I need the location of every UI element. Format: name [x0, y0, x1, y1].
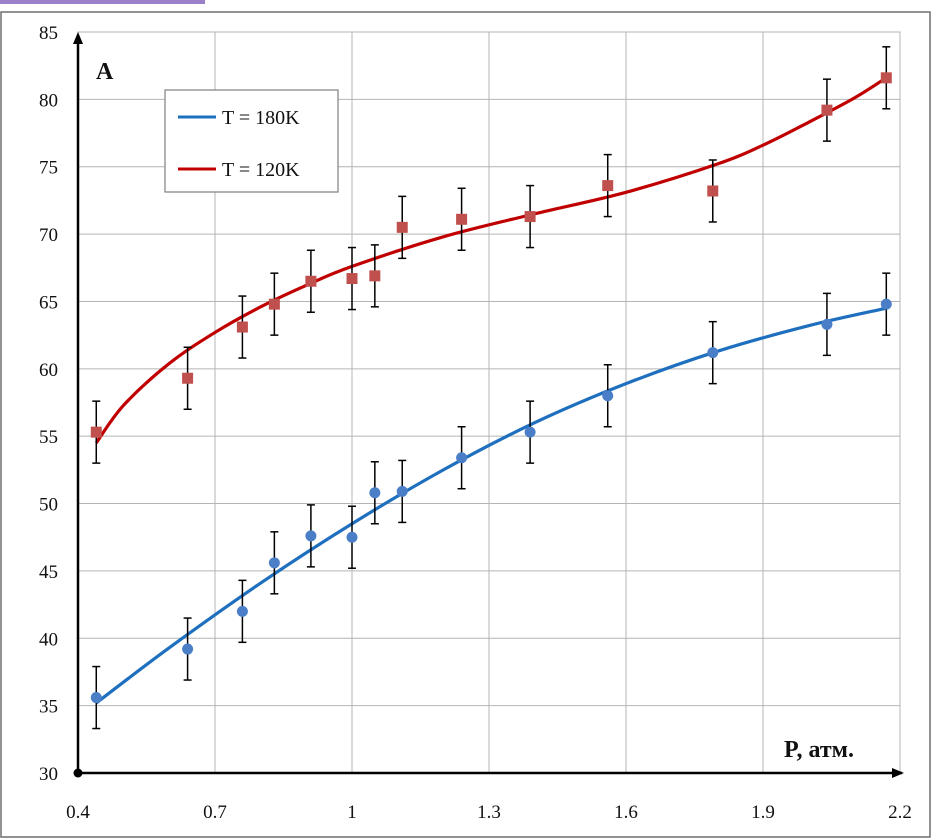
y-axis-title: A [96, 59, 114, 85]
x-tick-label-1: 0.7 [203, 802, 227, 823]
data-point-1-4 [305, 275, 317, 287]
x-tick-label-3: 1.3 [477, 802, 501, 823]
data-point-0-13 [880, 298, 892, 310]
y-tick-label-3: 45 [39, 562, 58, 583]
fit-curve-series-1 [94, 76, 888, 444]
y-axis-arrow [73, 32, 83, 44]
data-point-0-10 [602, 390, 614, 402]
data-point-0-9 [524, 426, 536, 438]
data-point-0-5 [346, 531, 358, 543]
data-point-1-1 [182, 372, 194, 384]
series-layer [90, 46, 892, 730]
data-point-0-0 [90, 692, 102, 704]
legend: T = 180K T = 120K [164, 89, 339, 193]
y-tick-label-2: 40 [39, 629, 58, 650]
axis-origin-dot [73, 768, 83, 778]
x-tick-label-4: 1.6 [614, 802, 638, 823]
series-1 [90, 46, 892, 464]
y-tick-label-11: 85 [39, 23, 58, 44]
data-point-0-3 [268, 557, 280, 569]
y-tick-label-8: 70 [39, 225, 58, 246]
top-accent-bar [0, 0, 205, 4]
legend-label-120k: T = 120K [222, 159, 300, 181]
data-point-1-2 [236, 321, 248, 333]
x-axis-title: P, атм. [784, 737, 854, 763]
x-tick-label-5: 1.9 [751, 802, 775, 823]
data-point-0-7 [396, 485, 408, 497]
data-point-1-10 [602, 180, 614, 192]
data-point-1-11 [707, 185, 719, 197]
data-point-1-12 [821, 104, 833, 116]
data-point-0-11 [707, 347, 719, 359]
legend-label-180k: T = 180K [222, 107, 300, 129]
data-point-1-9 [524, 211, 536, 223]
y-tick-label-9: 75 [39, 158, 58, 179]
x-tick-label-6: 2.2 [888, 802, 912, 823]
series-0 [90, 272, 892, 730]
data-point-1-0 [90, 426, 102, 438]
data-point-1-7 [396, 221, 408, 233]
y-tick-label-6: 60 [39, 360, 58, 381]
fit-curve-series-0 [95, 306, 887, 705]
data-point-1-5 [346, 273, 358, 285]
y-tick-labels: 30 35 40 45 50 55 60 65 70 75 80 85 [39, 23, 58, 785]
y-tick-label-7: 65 [39, 292, 58, 313]
y-tick-label-1: 35 [39, 697, 58, 718]
y-tick-label-5: 55 [39, 427, 58, 448]
x-tick-label-0: 0.4 [66, 802, 90, 823]
legend-box [164, 89, 339, 193]
data-point-0-1 [182, 643, 194, 655]
y-tick-label-10: 80 [39, 90, 58, 111]
data-point-0-2 [236, 605, 248, 617]
data-point-0-6 [369, 487, 381, 499]
data-point-1-13 [880, 72, 892, 84]
y-tick-label-0: 30 [39, 764, 58, 785]
data-point-0-4 [305, 530, 317, 542]
axes [73, 32, 904, 778]
data-point-1-6 [369, 270, 381, 282]
data-point-0-8 [456, 452, 468, 464]
x-tick-label-2: 1 [347, 802, 357, 823]
data-point-0-12 [821, 318, 833, 330]
data-point-1-8 [456, 213, 468, 225]
y-tick-label-4: 50 [39, 495, 58, 516]
x-tick-labels: 0.4 0.7 1 1.3 1.6 1.9 2.2 [66, 802, 912, 823]
x-axis-arrow [892, 768, 904, 778]
data-point-1-3 [268, 298, 280, 310]
